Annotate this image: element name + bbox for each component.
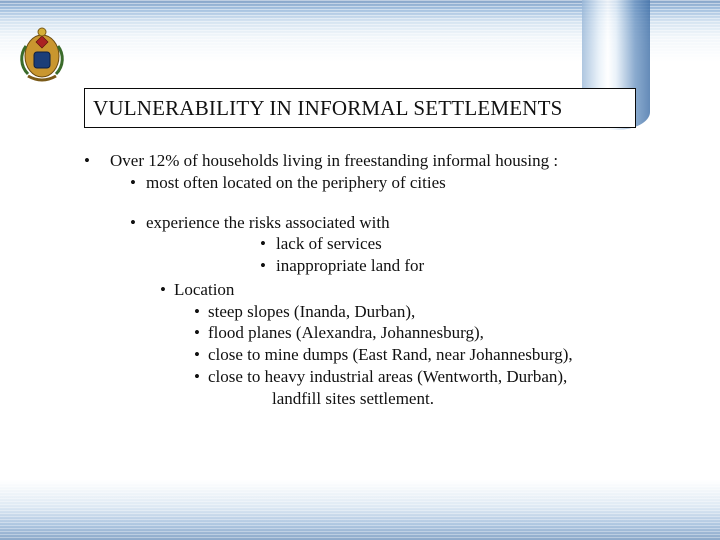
slide-body: • Over 12% of households living in frees… [84,150,676,409]
bullet-text: inappropriate land for [276,255,424,277]
bullet-text: close to heavy industrial areas (Wentwor… [208,366,567,388]
bullet-loc-d: • close to heavy industrial areas (Wentw… [84,366,676,388]
bullet-text: steep slopes (Inanda, Durban), [208,301,415,323]
coat-of-arms-icon [14,22,70,86]
slide-title: VULNERABILITY IN INFORMAL SETTLEMENTS [93,96,563,121]
bullet-l2-r2: • inappropriate land for [84,255,676,277]
bullet-icon: • [250,255,276,277]
bullet-l0: • Over 12% of households living in frees… [84,150,676,172]
bullet-icon: • [160,279,174,301]
bullet-loc-b: • flood planes (Alexandra, Johannesburg)… [84,322,676,344]
bullet-text: Location [174,279,234,301]
bullet-l1-b: • experience the risks associated with [84,212,676,234]
bullet-text: lack of services [276,233,382,255]
bullet-icon: • [250,233,276,255]
bullet-text: Over 12% of households living in freesta… [110,150,558,172]
tail-line: landfill sites settlement. [84,388,676,410]
bullet-loc-a: • steep slopes (Inanda, Durban), [84,301,676,323]
bullet-icon: • [120,172,146,194]
bullet-text: experience the risks associated with [146,212,390,234]
bullet-icon: • [194,366,208,388]
slide-title-box: VULNERABILITY IN INFORMAL SETTLEMENTS [84,88,636,128]
bullet-icon: • [194,301,208,323]
bullet-text: landfill sites settlement. [272,388,434,410]
bullet-text: most often located on the periphery of c… [146,172,446,194]
bullet-l2-r1: • lack of services [84,233,676,255]
bullet-location: • Location [84,279,676,301]
bullet-loc-c: • close to mine dumps (East Rand, near J… [84,344,676,366]
bottom-gradient-band [0,480,720,540]
bullet-text: close to mine dumps (East Rand, near Joh… [208,344,573,366]
bullet-icon: • [194,344,208,366]
bullet-icon: • [120,212,146,234]
bullet-icon: • [84,150,110,172]
bullet-l1-a: • most often located on the periphery of… [84,172,676,194]
bullet-text: flood planes (Alexandra, Johannesburg), [208,322,484,344]
bullet-icon: • [194,322,208,344]
